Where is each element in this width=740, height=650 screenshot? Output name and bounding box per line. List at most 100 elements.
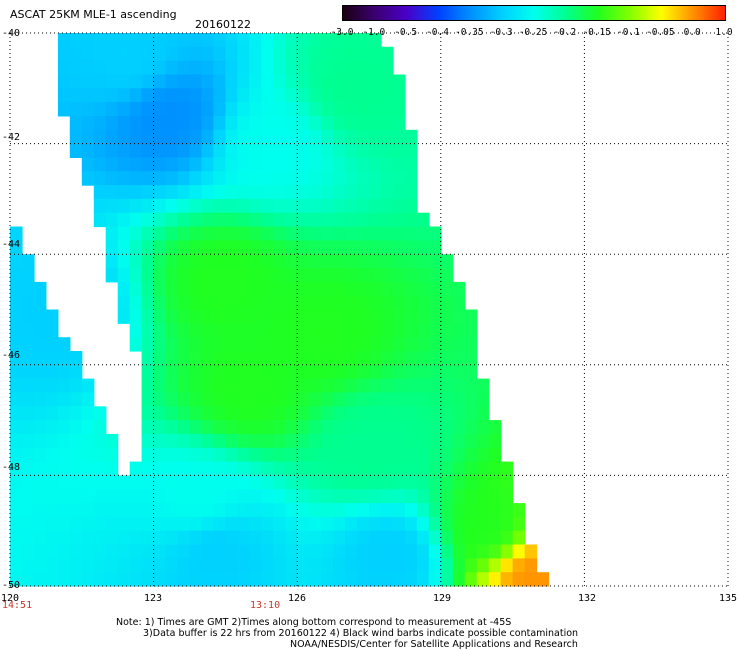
swath-cell (237, 323, 250, 338)
swath-cell (129, 46, 143, 62)
swath-cell (81, 171, 95, 186)
swath-cell (297, 198, 310, 214)
swath-cell (249, 323, 262, 338)
swath-cell (201, 558, 215, 573)
swath-cell (45, 516, 59, 532)
swath-cell (237, 351, 250, 366)
swath-cell (117, 503, 131, 518)
swath-cell (153, 364, 167, 380)
swath-cell (321, 433, 334, 449)
swath-cell (285, 281, 298, 297)
swath-cell (141, 33, 155, 48)
swath-cell (273, 392, 286, 407)
swath-cell (165, 503, 179, 518)
swath-cell (536, 572, 550, 587)
swath-cell (213, 392, 226, 407)
swath-cell (129, 516, 143, 532)
swath-cell (249, 185, 262, 200)
colorbar-tick-label: -0.4 (426, 27, 449, 38)
swath-cell (201, 116, 215, 131)
swath-cell (237, 461, 250, 476)
swath-cell (141, 157, 155, 172)
swath-cell (333, 503, 346, 518)
swath-cell (369, 378, 382, 393)
swath-cell (488, 544, 502, 559)
swath-cell (369, 129, 382, 145)
swath-cell (129, 116, 143, 131)
swath-cell (129, 143, 143, 158)
lon-label: 123 (143, 593, 163, 604)
swath-cell (440, 530, 454, 546)
swath-cell (321, 461, 334, 476)
swath-cell (81, 489, 95, 504)
swath-cell (117, 309, 131, 324)
swath-cell (333, 116, 346, 131)
swath-cell (512, 544, 526, 559)
swath-cell (428, 461, 442, 476)
swath-cell (189, 171, 203, 186)
swath-cell (416, 281, 430, 297)
swath-cell (285, 240, 298, 255)
swath-cell (333, 378, 346, 393)
swath-cell (93, 447, 107, 463)
swath-cell (345, 268, 358, 283)
swath-cell (333, 572, 346, 587)
swath-cell (249, 364, 262, 380)
swath-cell (404, 337, 418, 352)
swath-cell (213, 74, 226, 89)
swath-cell (309, 60, 322, 76)
note-line-3: NOAA/NESDIS/Center for Satellite Applica… (290, 639, 578, 650)
swath-cell (381, 171, 394, 186)
swath-cell (45, 323, 59, 338)
swath-cell (357, 281, 370, 297)
swath-cell (81, 503, 95, 518)
colorbar-tick-label: -0.35 (455, 27, 484, 38)
swath-cell (273, 337, 286, 352)
swath-cell (213, 33, 226, 48)
swath-cell (165, 268, 179, 283)
swath-cell (129, 337, 143, 352)
swath-cell (321, 295, 334, 311)
swath-cell (105, 46, 119, 62)
swath-cell (392, 572, 406, 587)
swath-cell (333, 489, 346, 504)
swath-cell (476, 392, 490, 407)
swath-cell (261, 226, 274, 241)
swath-cell (45, 503, 59, 518)
swath-cell (189, 60, 203, 76)
swath-cell (69, 378, 83, 393)
swath-cell (141, 364, 155, 380)
swath-cell (57, 544, 71, 559)
swath-cell (357, 240, 370, 255)
swath-cell (357, 433, 370, 449)
swath-cell (141, 461, 155, 476)
swath-cell (189, 544, 203, 559)
swath-cell (249, 337, 262, 352)
swath-cell (105, 530, 119, 546)
swath-cell (452, 530, 466, 546)
swath-cell (81, 143, 95, 158)
swath-cell (464, 530, 478, 546)
swath-cell (213, 143, 226, 158)
swath-cell (177, 198, 191, 214)
swath-cell (261, 88, 274, 103)
swath-cell (297, 33, 310, 48)
swath-cell (309, 309, 322, 324)
swath-cell (381, 309, 394, 324)
swath-cell (357, 530, 370, 546)
swath-cell (57, 406, 71, 421)
swath-cell (369, 143, 382, 158)
swath-cell (261, 74, 274, 89)
swath-cell (225, 337, 238, 352)
swath-cell (476, 558, 490, 573)
swath-cell (177, 503, 191, 518)
swath-cell (201, 364, 215, 380)
swath-cell (285, 74, 298, 89)
swath-cell (297, 295, 310, 311)
swath-cell (141, 420, 155, 435)
swath-cell (381, 392, 394, 407)
swath-cell (404, 171, 418, 186)
swath-cell (45, 433, 59, 449)
swath-cell (10, 268, 23, 283)
swath-cell (237, 33, 250, 48)
